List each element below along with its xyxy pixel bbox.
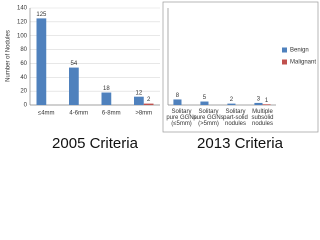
y-tick-label: 40 — [20, 75, 27, 81]
y-tick-label: 0 — [24, 103, 28, 109]
chart: Number of Nodules 0 20 40 60 80 100 120 140 2005… — [5, 1, 319, 152]
bar — [101, 92, 112, 105]
value-label: 12 — [136, 90, 143, 96]
x-tick-label: Solitary part-solid nodules — [223, 109, 248, 127]
y-tick-label: 20 — [20, 89, 27, 95]
y-axis-label: Number of Nodules — [6, 30, 12, 82]
value-label: 8 — [176, 93, 180, 99]
value-label: 1 — [265, 98, 269, 104]
x-tick-label: Solitary pure GGNs (≤5mm) — [166, 109, 196, 127]
value-label: 5 — [203, 95, 207, 101]
y-tick-label: 80 — [20, 47, 27, 53]
value-label: 54 — [71, 61, 78, 67]
value-label: 3 — [257, 96, 261, 102]
legend-label: Benign — [290, 48, 309, 54]
bar — [69, 67, 79, 105]
panel-title: 2013 Criteria — [197, 135, 284, 152]
x-tick-label: 6-8mm — [102, 111, 121, 117]
bar — [134, 96, 144, 105]
x-tick-label: 4-6mm — [69, 111, 88, 117]
value-label: 2 — [147, 97, 151, 103]
value-label: 125 — [36, 12, 47, 18]
x-tick-label: >8mm — [135, 111, 152, 117]
bar — [254, 102, 263, 105]
bar — [36, 18, 47, 106]
legend-swatch — [282, 59, 287, 65]
panel-title: 2005 Criteria — [52, 135, 139, 152]
panel-frame — [162, 1, 319, 133]
legend-label: Malignant — [290, 60, 316, 66]
bar — [143, 103, 154, 105]
y-tick-label: 120 — [17, 19, 28, 25]
y-tick-label: 60 — [20, 61, 27, 67]
bar — [262, 104, 271, 105]
value-label: 18 — [103, 86, 110, 92]
bar — [200, 101, 209, 105]
value-label: 2 — [230, 97, 234, 103]
y-tick-label: 100 — [17, 33, 28, 39]
x-tick-label: ≤4mm — [38, 111, 55, 117]
y-tick-label: 140 — [17, 6, 28, 12]
bar — [173, 99, 182, 105]
x-tick-label: Multiple subsolid nodules — [251, 109, 273, 127]
bar — [227, 103, 236, 105]
x-tick-label: Solitary pure GGNs (>5mm) — [193, 109, 223, 127]
legend-swatch — [282, 47, 287, 53]
